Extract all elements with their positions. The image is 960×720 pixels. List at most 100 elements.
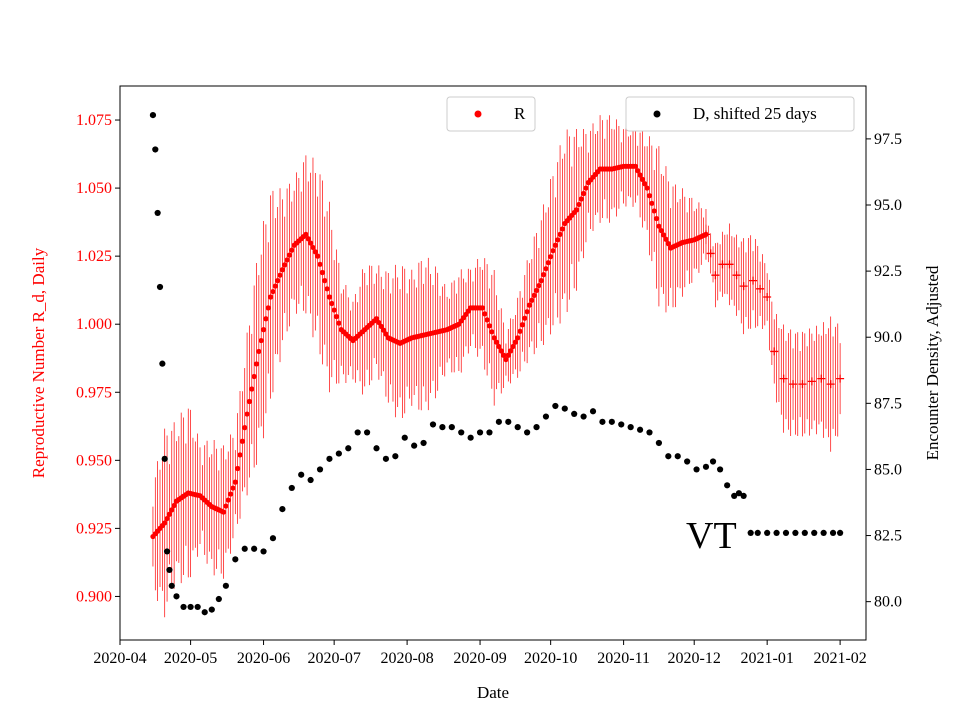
y-right-tick-label: 82.5 bbox=[874, 528, 902, 545]
annotation-vt: VT bbox=[686, 515, 737, 557]
r-projected-point bbox=[826, 380, 835, 389]
r-point bbox=[162, 520, 168, 526]
r-point bbox=[319, 269, 325, 276]
r-point bbox=[632, 163, 638, 169]
d-point bbox=[251, 545, 258, 552]
r-point bbox=[578, 196, 584, 202]
d-point bbox=[288, 484, 295, 492]
r-projected-point bbox=[725, 260, 734, 269]
y-right-tick-label: 95.0 bbox=[874, 197, 902, 214]
r-point bbox=[373, 316, 380, 322]
x-tick-label: 2020-05 bbox=[164, 650, 217, 667]
d-point bbox=[345, 445, 352, 452]
d-point bbox=[260, 548, 267, 555]
legend-r-label: R bbox=[514, 104, 526, 123]
r-point bbox=[376, 319, 382, 326]
d-point bbox=[215, 595, 222, 603]
x-tick-label: 2020-08 bbox=[380, 650, 433, 667]
d-point bbox=[429, 421, 437, 428]
d-point bbox=[735, 490, 743, 497]
r-point bbox=[166, 511, 173, 517]
r-point bbox=[482, 311, 488, 317]
r-point bbox=[265, 305, 271, 311]
d-point bbox=[316, 466, 324, 473]
d-point bbox=[837, 529, 844, 537]
d-point bbox=[820, 529, 827, 537]
y-left-tick-label: 1.000 bbox=[76, 316, 112, 333]
r-point bbox=[171, 502, 177, 509]
r-point bbox=[646, 193, 653, 199]
r-point bbox=[237, 452, 243, 458]
x-tick-label: 2020-11 bbox=[597, 650, 650, 667]
r-point bbox=[378, 323, 384, 329]
d-point bbox=[709, 458, 717, 465]
d-point bbox=[542, 413, 550, 420]
x-tick-label: 2020-04 bbox=[93, 650, 146, 667]
x-axis: 2020-04 2020-05 2020-06 2020-07 2020-08 2020-… bbox=[93, 640, 867, 667]
r-projected-point bbox=[779, 374, 788, 383]
r-point bbox=[557, 231, 563, 237]
d-point bbox=[401, 434, 408, 441]
r-point bbox=[256, 348, 262, 355]
r-point bbox=[491, 335, 497, 341]
y-right-tick-label: 90.0 bbox=[874, 329, 902, 346]
d-point bbox=[693, 466, 700, 473]
r-point bbox=[529, 297, 535, 303]
d-point bbox=[363, 429, 371, 436]
r-projected-point bbox=[770, 347, 779, 356]
r-projected-point bbox=[807, 377, 816, 386]
y-left-tick-label: 0.900 bbox=[76, 588, 112, 605]
r-point bbox=[336, 320, 342, 326]
x-tick-label: 2021-01 bbox=[740, 650, 793, 667]
d-point bbox=[655, 439, 663, 447]
d-point bbox=[665, 453, 672, 460]
r-projected-point bbox=[756, 284, 765, 293]
r-point bbox=[512, 339, 518, 345]
r-point bbox=[324, 286, 330, 292]
d-point bbox=[154, 209, 161, 217]
r-point bbox=[531, 292, 537, 298]
d-point bbox=[754, 529, 761, 537]
legend-r-marker bbox=[474, 110, 482, 118]
r-point bbox=[508, 348, 514, 354]
d-point bbox=[163, 548, 171, 555]
r-point bbox=[550, 248, 556, 254]
r-point bbox=[228, 491, 234, 497]
y-right-tick-label: 80.0 bbox=[874, 594, 902, 611]
r-point bbox=[331, 307, 337, 313]
d-point bbox=[580, 413, 587, 420]
r-point bbox=[242, 425, 248, 431]
r-point bbox=[235, 465, 241, 472]
y-left-tick-label: 0.950 bbox=[76, 452, 112, 469]
d-point bbox=[716, 466, 724, 473]
r-point bbox=[510, 343, 516, 350]
r-point bbox=[486, 323, 493, 329]
x-tick-label: 2020-09 bbox=[453, 650, 506, 667]
d-point bbox=[608, 418, 615, 425]
r-point bbox=[644, 185, 650, 191]
r-point bbox=[651, 208, 657, 214]
d-point bbox=[298, 471, 305, 478]
d-point bbox=[458, 429, 465, 436]
d-point bbox=[166, 566, 173, 574]
d-point bbox=[448, 424, 455, 431]
d-point bbox=[773, 529, 780, 537]
d-point bbox=[232, 556, 239, 563]
r-point bbox=[305, 236, 311, 242]
d-point bbox=[194, 603, 201, 611]
r-projected-point bbox=[763, 292, 772, 301]
r-point bbox=[312, 249, 318, 255]
d-point bbox=[241, 545, 248, 552]
d-point bbox=[159, 360, 166, 367]
d-point bbox=[187, 603, 194, 611]
r-projected-point bbox=[739, 282, 748, 291]
d-point bbox=[495, 418, 502, 425]
r-point bbox=[536, 282, 542, 289]
d-point bbox=[439, 424, 446, 431]
r-point bbox=[519, 322, 526, 328]
d-point bbox=[561, 405, 568, 412]
r-point bbox=[555, 237, 561, 243]
d-point bbox=[829, 529, 837, 537]
y-axis-right: 80.0 82.5 85.0 87.5 90.0 92.5 95.0 97.5 bbox=[866, 131, 902, 611]
